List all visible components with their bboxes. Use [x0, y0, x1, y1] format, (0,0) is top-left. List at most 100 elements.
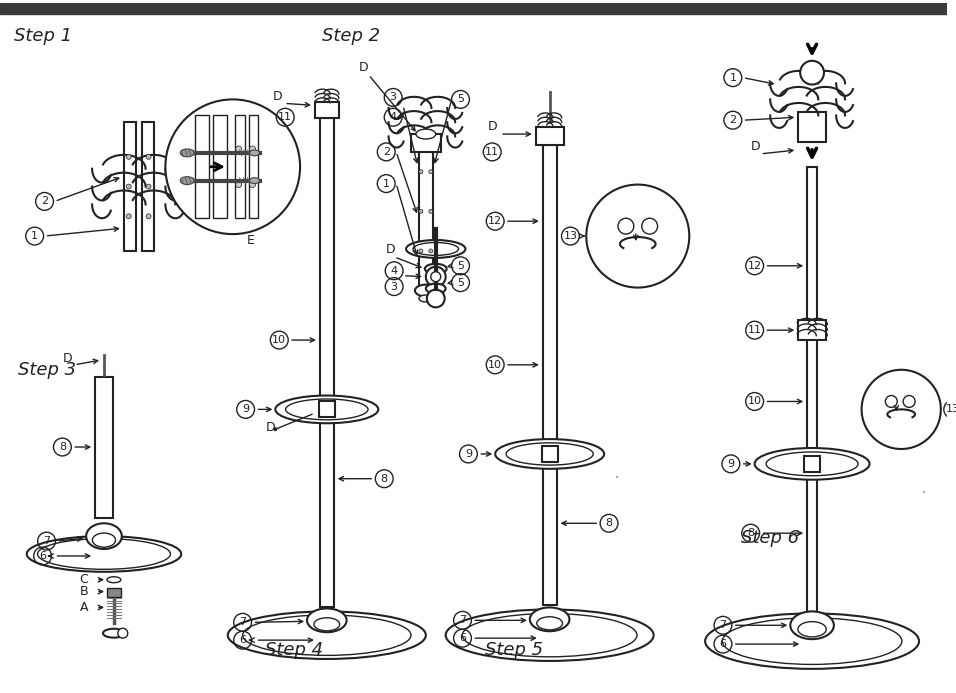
Text: Step 1: Step 1 — [14, 27, 72, 45]
Ellipse shape — [228, 611, 425, 659]
Ellipse shape — [86, 523, 121, 549]
Ellipse shape — [798, 622, 826, 637]
Ellipse shape — [445, 609, 654, 661]
Ellipse shape — [243, 615, 411, 656]
Text: 6: 6 — [239, 635, 246, 645]
Text: 6: 6 — [720, 639, 727, 649]
Circle shape — [126, 155, 131, 159]
Ellipse shape — [706, 613, 919, 669]
Bar — [195, 115, 209, 218]
Circle shape — [165, 99, 300, 234]
Ellipse shape — [103, 629, 125, 638]
Text: 6: 6 — [39, 551, 46, 561]
Text: 8: 8 — [605, 518, 613, 528]
Circle shape — [429, 170, 433, 174]
Text: Step 2: Step 2 — [322, 27, 380, 45]
Ellipse shape — [406, 240, 466, 258]
Ellipse shape — [307, 608, 347, 632]
Circle shape — [419, 170, 423, 174]
Text: 12: 12 — [748, 261, 762, 271]
Text: 11: 11 — [486, 147, 499, 157]
Ellipse shape — [314, 617, 339, 631]
Text: 2: 2 — [382, 147, 390, 157]
Ellipse shape — [93, 533, 116, 547]
Text: 2: 2 — [41, 196, 48, 207]
Bar — [542, 446, 557, 462]
Bar — [798, 320, 826, 340]
Text: D: D — [386, 243, 396, 256]
Text: ·: · — [921, 484, 927, 502]
Ellipse shape — [27, 536, 182, 572]
Text: 7: 7 — [239, 617, 247, 627]
Text: 9: 9 — [728, 459, 734, 469]
Text: 12: 12 — [489, 216, 502, 226]
Ellipse shape — [250, 150, 259, 156]
Ellipse shape — [286, 399, 368, 420]
Text: 11: 11 — [278, 112, 293, 122]
Bar — [0, 3, 946, 15]
Text: 6: 6 — [459, 633, 466, 643]
Circle shape — [236, 182, 242, 188]
Circle shape — [426, 290, 445, 308]
Circle shape — [126, 214, 131, 219]
Ellipse shape — [275, 396, 379, 423]
Text: 7: 7 — [459, 615, 467, 625]
Ellipse shape — [463, 613, 637, 657]
Circle shape — [429, 249, 433, 253]
Text: D: D — [358, 61, 368, 73]
Bar — [249, 115, 258, 218]
Circle shape — [618, 218, 634, 234]
Circle shape — [419, 249, 423, 253]
Ellipse shape — [413, 243, 459, 256]
Text: 5: 5 — [457, 261, 464, 271]
Circle shape — [126, 184, 131, 189]
Bar — [235, 115, 245, 218]
Text: 8: 8 — [748, 528, 754, 538]
Ellipse shape — [530, 608, 570, 631]
Circle shape — [429, 209, 433, 213]
Text: C: C — [79, 573, 88, 586]
Ellipse shape — [107, 577, 120, 583]
Circle shape — [146, 155, 151, 159]
Text: B: B — [79, 585, 88, 598]
Circle shape — [586, 184, 689, 288]
Ellipse shape — [791, 611, 834, 639]
Text: Step 4: Step 4 — [266, 641, 323, 659]
Bar — [141, 122, 154, 251]
Text: 2: 2 — [729, 115, 736, 125]
Ellipse shape — [536, 617, 562, 630]
Ellipse shape — [181, 149, 194, 157]
Text: 8: 8 — [59, 442, 66, 452]
Ellipse shape — [722, 618, 902, 665]
Text: 1: 1 — [729, 73, 736, 82]
Ellipse shape — [424, 264, 446, 274]
Text: 3: 3 — [390, 92, 397, 103]
Circle shape — [425, 267, 445, 287]
Text: 5: 5 — [457, 94, 464, 105]
Ellipse shape — [416, 129, 436, 139]
Circle shape — [419, 209, 423, 213]
Bar — [535, 127, 563, 145]
Text: Step 5: Step 5 — [486, 641, 543, 659]
Circle shape — [800, 61, 824, 85]
Bar — [107, 588, 120, 597]
Text: 5: 5 — [457, 278, 464, 288]
Circle shape — [903, 396, 915, 407]
Ellipse shape — [495, 439, 604, 468]
Text: Step 3: Step 3 — [18, 361, 76, 379]
Text: 4: 4 — [390, 112, 397, 122]
Ellipse shape — [766, 452, 858, 475]
Text: 7: 7 — [43, 536, 50, 546]
Text: D: D — [62, 352, 72, 365]
Text: 7: 7 — [719, 620, 727, 630]
Ellipse shape — [181, 177, 194, 184]
Circle shape — [641, 218, 658, 234]
Circle shape — [273, 427, 277, 431]
Ellipse shape — [754, 448, 870, 480]
Bar — [804, 456, 820, 472]
Bar — [419, 147, 433, 290]
Circle shape — [885, 396, 898, 407]
Ellipse shape — [415, 285, 437, 297]
Text: 1: 1 — [32, 231, 38, 241]
Circle shape — [861, 370, 941, 449]
